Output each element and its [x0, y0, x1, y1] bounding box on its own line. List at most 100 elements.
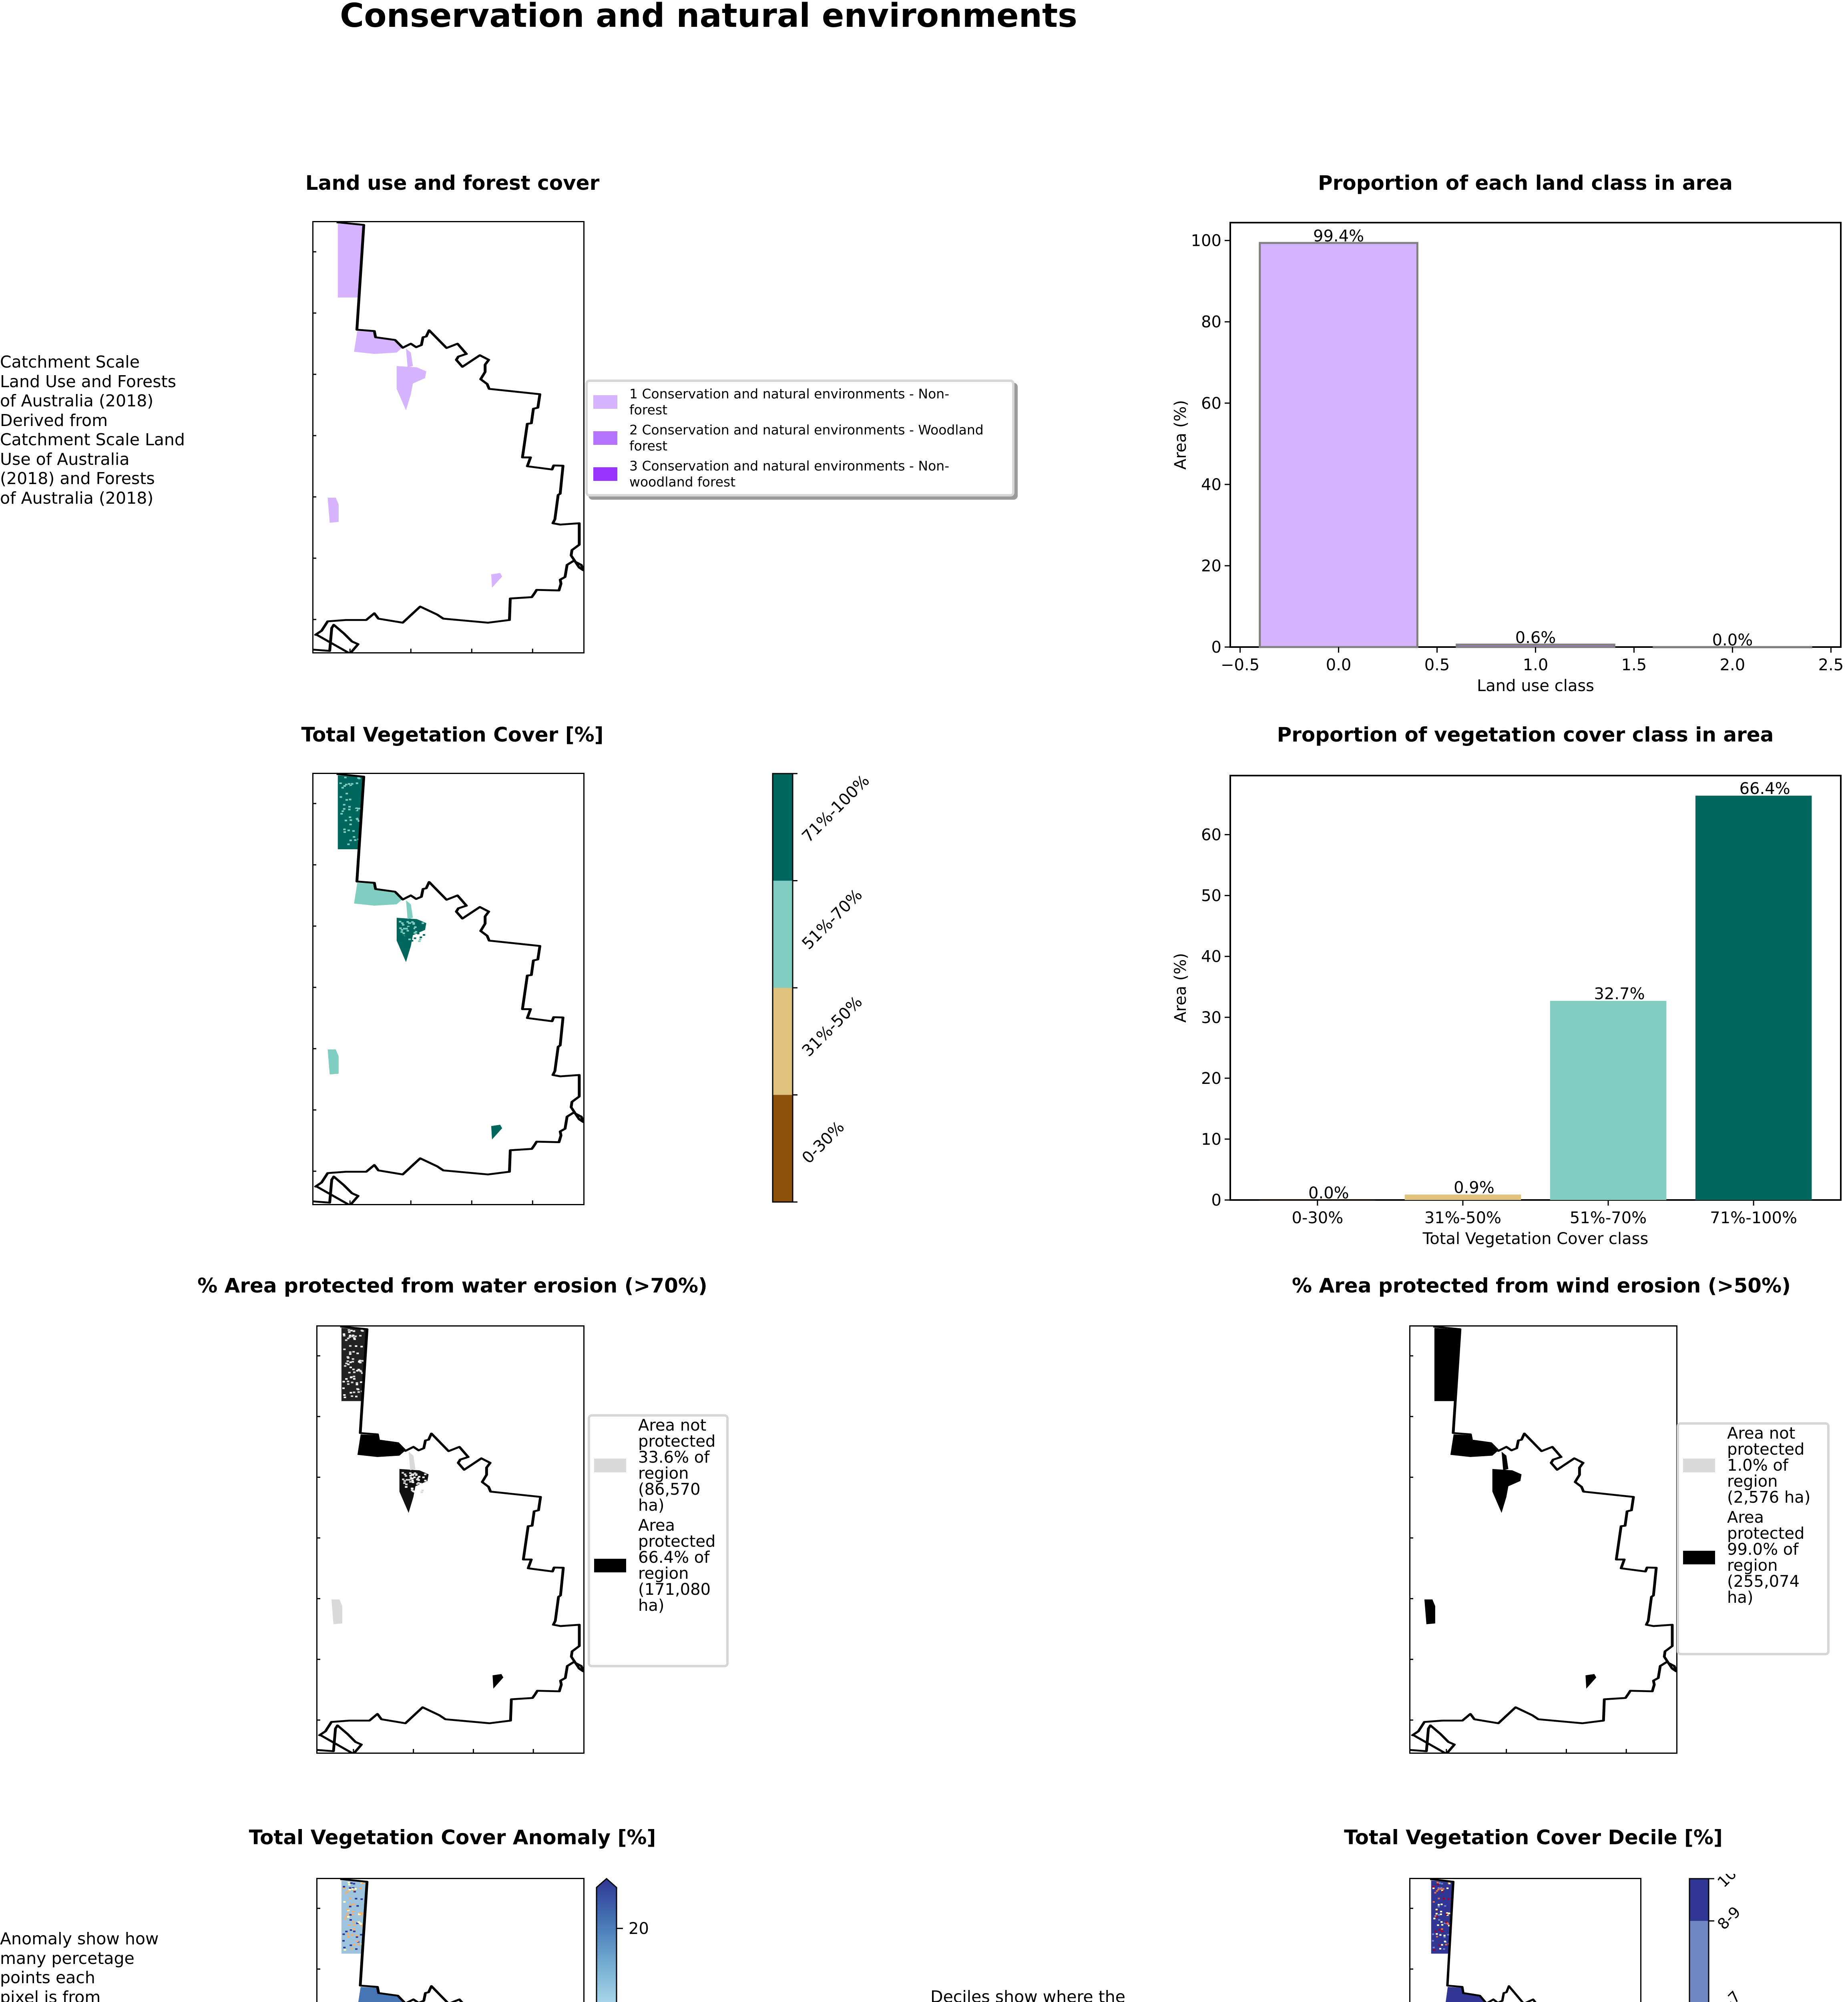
map-pixel	[1446, 1912, 1448, 1914]
map-pixel	[407, 926, 410, 928]
map-pixel	[413, 927, 416, 929]
map-pixel	[341, 787, 344, 789]
map-pixel	[1433, 1918, 1436, 1920]
map-pixel	[419, 1483, 422, 1485]
map-pixel	[353, 1375, 356, 1377]
wind-erosion-legend: Area not protected 1.0% of region (2,576…	[1677, 1422, 1830, 1655]
colorbar-gradient	[596, 1878, 617, 2002]
legend-label: 3 Conservation and natural environments …	[629, 458, 950, 490]
map-pixel	[352, 844, 354, 846]
map-pixel	[351, 1381, 354, 1383]
map-pixel	[418, 1476, 421, 1478]
map-content	[312, 221, 585, 653]
map-pixel	[345, 1930, 348, 1932]
map-pixel	[361, 1912, 364, 1914]
patch-north-strip	[337, 223, 363, 297]
map-pixel	[345, 1363, 348, 1365]
patch-southeast-small	[491, 1124, 502, 1140]
map-pixel	[1441, 1891, 1444, 1893]
map-pixel	[356, 1936, 358, 1938]
map-content	[1430, 1878, 1537, 2002]
map-pixel	[357, 1944, 360, 1946]
map-pixel	[353, 1378, 356, 1380]
map-pixel	[349, 1904, 352, 1906]
map-pixel	[352, 1887, 355, 1889]
colorbar-label: 8-9	[1714, 1903, 1744, 1933]
map-pixel	[345, 1915, 348, 1917]
map-pixel	[348, 1883, 351, 1885]
map-pixel	[1432, 1886, 1434, 1888]
map-pixel	[348, 782, 351, 784]
map-pixel	[361, 1925, 364, 1927]
map-pixel	[345, 784, 348, 786]
map-pixel	[358, 1914, 361, 1916]
map-pixel	[345, 1892, 348, 1894]
map-pixel	[359, 1887, 362, 1889]
map-pixel	[342, 1940, 345, 1942]
patch-central-block	[1492, 1469, 1522, 1513]
x-tick-label: 31%-50%	[1424, 1209, 1501, 1227]
map-pixel	[1436, 1933, 1438, 1935]
map-pixel	[350, 1882, 353, 1884]
map-pixel	[1442, 1897, 1445, 1899]
veg-cover-map-title: Total Vegetation Cover [%]	[301, 723, 604, 746]
map-pixel	[405, 1486, 408, 1488]
region-boundary	[312, 221, 585, 653]
map-pixel	[349, 1919, 352, 1921]
map-pixel	[354, 1335, 357, 1337]
map-pixel	[358, 820, 360, 822]
patch-north-block	[357, 1434, 405, 1457]
anomaly-colorbar: 20100−10−20	[596, 1878, 649, 2002]
map-pixel	[1433, 1949, 1435, 1951]
map-pixel	[1434, 1892, 1436, 1894]
x-tick-label: −0.5	[1221, 656, 1259, 674]
map-pixel	[1438, 1914, 1440, 1916]
map-pixel	[360, 1898, 363, 1900]
map-pixel	[1435, 1913, 1438, 1915]
map-pixel	[350, 826, 352, 828]
legend-label: Area not protected 1.0% of region (2,576…	[1727, 1424, 1811, 1507]
anomaly-map-title: Total Vegetation Cover Anomaly [%]	[249, 1826, 656, 1849]
map-pixel	[352, 1361, 354, 1363]
map-pixel	[341, 810, 344, 812]
veg-class-bar-chart: 0.0% 0.9% 32.7% 66.4% 0 10 20 30 40 50 60 0-30% 31%-…	[1171, 775, 1842, 1248]
map-pixel	[343, 831, 346, 833]
map-pixel	[1440, 1904, 1443, 1906]
map-pixel	[1432, 1933, 1434, 1935]
map-frame	[312, 221, 585, 653]
map-pixel	[351, 1948, 354, 1950]
map-pixel	[347, 1916, 350, 1918]
map-pixel	[358, 1369, 360, 1371]
map-pixel	[420, 1491, 423, 1493]
map-pixel	[1444, 1905, 1446, 1907]
map-pixel	[348, 783, 350, 785]
map-pixel	[409, 1475, 412, 1477]
map-pixel	[1437, 1924, 1439, 1926]
map-pixel	[353, 1338, 356, 1340]
map-pixel	[356, 1922, 359, 1924]
map-pixel	[410, 1473, 413, 1475]
map-pixel	[346, 814, 349, 816]
legend-swatch	[593, 395, 617, 409]
legend-swatch	[594, 1459, 626, 1472]
map-pixel	[1439, 1948, 1442, 1950]
map-pixel	[400, 931, 403, 933]
map-pixel	[1446, 1922, 1448, 1924]
patch-north-strip	[1434, 1328, 1459, 1401]
map-pixel	[347, 1936, 350, 1938]
map-pixel	[418, 940, 421, 942]
map-pixel	[358, 1361, 361, 1363]
map-pixel	[348, 1372, 351, 1374]
map-pixel	[1437, 1883, 1439, 1885]
map-pixel	[353, 1928, 356, 1930]
legend-label: Area not protected 33.6% of region (86,5…	[638, 1416, 716, 1515]
map-pixel	[344, 776, 347, 778]
map-pixel	[346, 1909, 349, 1911]
map-pixel	[359, 1370, 362, 1372]
patch-west-small	[1424, 1599, 1435, 1624]
map-pixel	[1434, 1915, 1437, 1917]
patch-connector	[1501, 1451, 1509, 1471]
x-tick-label: 1.5	[1621, 656, 1647, 674]
map-pixel	[424, 1473, 427, 1475]
map-pixel	[343, 785, 346, 787]
